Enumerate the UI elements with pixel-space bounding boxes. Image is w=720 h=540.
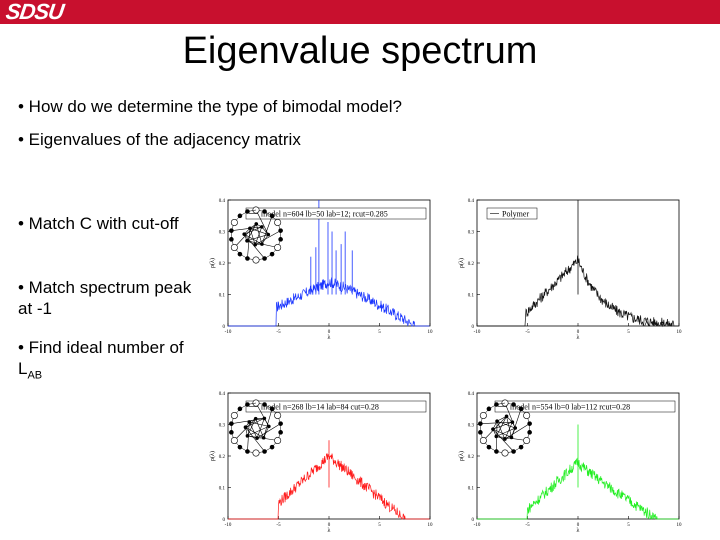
x-axis-label: λ xyxy=(328,528,331,533)
x-tick-label: 5 xyxy=(378,330,381,335)
y-tick-label: 0.4 xyxy=(468,392,475,397)
y-tick-label: 0.3 xyxy=(468,424,475,429)
y-tick-label: 0.1 xyxy=(219,487,226,492)
legend-label: model n=604 lb=50 lab=12; rcut=0.285 xyxy=(261,210,388,219)
spectrum-chart: 0 0.1 0.2 0.3 0.4 -10 -5 0 5 10 ρ(λ) λ model n=604 l… xyxy=(209,199,434,341)
y-tick-label: 0 xyxy=(223,518,226,523)
network-diagram-icon xyxy=(229,206,283,264)
x-tick-label: 5 xyxy=(627,330,630,335)
y-tick-label: 0.4 xyxy=(468,199,475,204)
x-tick-label: 10 xyxy=(677,523,683,528)
y-tick-label: 0.1 xyxy=(468,294,475,299)
y-axis-label: ρ(λ) xyxy=(209,451,216,461)
x-axis-label: λ xyxy=(577,335,580,340)
y-tick-label: 0.2 xyxy=(219,262,226,267)
x-axis-label: λ xyxy=(328,335,331,340)
x-tick-label: -10 xyxy=(225,330,232,335)
x-tick-label: -10 xyxy=(225,523,232,528)
network-diagram-icon xyxy=(478,399,532,457)
plot-legend: model n=268 lb=14 lab=84 cut=0.28 xyxy=(245,400,427,413)
y-axis-label: ρ(λ) xyxy=(458,258,465,268)
x-tick-label: 0 xyxy=(328,523,331,528)
y-tick-label: 0.2 xyxy=(219,455,226,460)
x-tick-label: -5 xyxy=(525,330,530,335)
slide-title: Eigenvalue spectrum xyxy=(182,30,538,72)
x-tick-label: -10 xyxy=(474,330,481,335)
spectrum-chart: 0 0.1 0.2 0.3 0.4 -10 -5 0 5 10 ρ(λ) λ model n=554 l… xyxy=(458,392,683,534)
legend-label: Polymer xyxy=(502,210,529,219)
bullet-ideal-lab: • Find ideal number of LAB xyxy=(18,338,184,382)
x-tick-label: 0 xyxy=(328,330,331,335)
x-axis-label: λ xyxy=(577,528,580,533)
y-axis-label: ρ(λ) xyxy=(458,451,465,461)
spectrum-plot-blue: 0 0.1 0.2 0.3 0.4 -10 -5 0 5 10 ρ(λ) λ model n=604 l… xyxy=(206,192,442,345)
x-tick-label: 10 xyxy=(677,330,683,335)
spectrum-curve xyxy=(228,277,430,327)
x-tick-label: -5 xyxy=(276,330,281,335)
plot-legend: model n=554 lb=0 lab=112 rcut=0.28 xyxy=(494,400,676,413)
header-bar: SDSU xyxy=(0,0,720,24)
y-tick-label: 0.3 xyxy=(468,231,475,236)
y-tick-label: 0.2 xyxy=(468,455,475,460)
plot-legend: model n=604 lb=50 lab=12; rcut=0.285 xyxy=(245,207,427,220)
y-tick-label: 0 xyxy=(472,325,475,330)
spectrum-plot-green: 0 0.1 0.2 0.3 0.4 -10 -5 0 5 10 ρ(λ) λ model n=554 l… xyxy=(455,385,691,538)
y-tick-label: 0 xyxy=(223,325,226,330)
spectrum-plot-red: 0 0.1 0.2 0.3 0.4 -10 -5 0 5 10 ρ(λ) λ model n=268 l… xyxy=(206,385,442,538)
y-axis-label: ρ(λ) xyxy=(209,258,216,268)
y-tick-label: 0.4 xyxy=(219,392,226,397)
x-tick-label: -5 xyxy=(525,523,530,528)
network-diagram-icon xyxy=(229,399,283,457)
y-tick-label: 0.3 xyxy=(219,424,226,429)
x-tick-label: 10 xyxy=(428,330,434,335)
y-tick-label: 0.4 xyxy=(219,199,226,204)
y-tick-label: 0.1 xyxy=(468,487,475,492)
legend-label: model n=554 lb=0 lab=112 rcut=0.28 xyxy=(510,403,630,412)
x-tick-label: 10 xyxy=(428,523,434,528)
x-tick-label: 0 xyxy=(577,523,580,528)
y-tick-label: 0.3 xyxy=(219,231,226,236)
x-tick-label: -5 xyxy=(276,523,281,528)
spectrum-plot-polymer: 0 0.1 0.2 0.3 0.4 -10 -5 0 5 10 ρ(λ) λ Polymer xyxy=(455,192,691,345)
bullet-eigenvalues: • Eigenvalues of the adjacency matrix xyxy=(18,130,301,149)
bullet-match-peak: • Match spectrum peak at -1 xyxy=(18,278,192,318)
y-tick-label: 0.1 xyxy=(219,294,226,299)
spectrum-chart: 0 0.1 0.2 0.3 0.4 -10 -5 0 5 10 ρ(λ) λ model n=268 l… xyxy=(209,392,434,534)
y-tick-label: 0 xyxy=(472,518,475,523)
x-tick-label: 5 xyxy=(378,523,381,528)
sdsu-logo: SDSU xyxy=(4,0,65,24)
x-tick-label: 5 xyxy=(627,523,630,528)
x-tick-label: 0 xyxy=(577,330,580,335)
spectrum-chart: 0 0.1 0.2 0.3 0.4 -10 -5 0 5 10 ρ(λ) λ Polymer xyxy=(458,199,683,341)
bullet-match-cutoff: • Match C with cut-off xyxy=(18,214,179,233)
legend-label: model n=268 lb=14 lab=84 cut=0.28 xyxy=(261,403,379,412)
x-tick-label: -10 xyxy=(474,523,481,528)
plot-legend: Polymer xyxy=(486,207,538,220)
y-tick-label: 0.2 xyxy=(468,262,475,267)
bullet-bimodal-question: • How do we determine the type of bimoda… xyxy=(18,97,402,116)
